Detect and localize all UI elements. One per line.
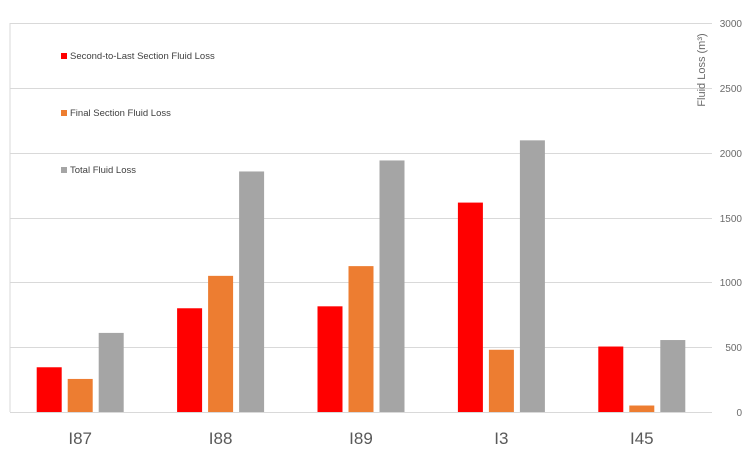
y-tick-label: 1500 — [720, 214, 743, 225]
bar — [519, 140, 545, 412]
bar — [177, 308, 203, 412]
legend-label: Final Section Fluid Loss — [70, 108, 171, 119]
bars — [36, 140, 686, 412]
bar — [317, 306, 343, 412]
y-tick-label: 1000 — [720, 278, 743, 289]
bar — [208, 275, 234, 412]
bar — [457, 202, 483, 412]
bar — [379, 160, 405, 412]
y-tick-label: 3000 — [720, 19, 743, 30]
y-axis-label: Fluid Loss (m³) — [696, 33, 708, 106]
legend-swatch — [61, 110, 67, 116]
legend-label: Total Fluid Loss — [70, 165, 136, 176]
bar — [629, 405, 655, 412]
y-tick-label: 2500 — [720, 84, 743, 95]
y-tick-label: 500 — [725, 343, 742, 354]
x-tick-label: I45 — [630, 429, 654, 448]
legend-swatch — [61, 167, 67, 173]
y-tick-label: 2000 — [720, 149, 743, 160]
bar — [98, 332, 124, 412]
bar — [488, 349, 514, 412]
x-tick-label: I3 — [494, 429, 508, 448]
legend-label: Second-to-Last Section Fluid Loss — [70, 51, 215, 62]
legend-swatch — [61, 53, 67, 59]
bar — [598, 346, 624, 412]
bar — [67, 378, 93, 412]
x-tick-label: I88 — [209, 429, 233, 448]
x-tick-label: I89 — [349, 429, 373, 448]
bar — [239, 171, 265, 412]
y-axis-ticks: 0 500 1000 1500 2000 2500 3000 — [720, 19, 743, 419]
x-axis-ticks: I87 I88 I89 I3 I45 — [68, 429, 653, 448]
bar — [660, 340, 686, 412]
x-tick-label: I87 — [68, 429, 92, 448]
bar — [36, 367, 62, 412]
bar — [348, 266, 374, 412]
legend: Second-to-Last Section Fluid Loss Final S… — [61, 51, 215, 176]
y-tick-label: 0 — [736, 408, 742, 419]
